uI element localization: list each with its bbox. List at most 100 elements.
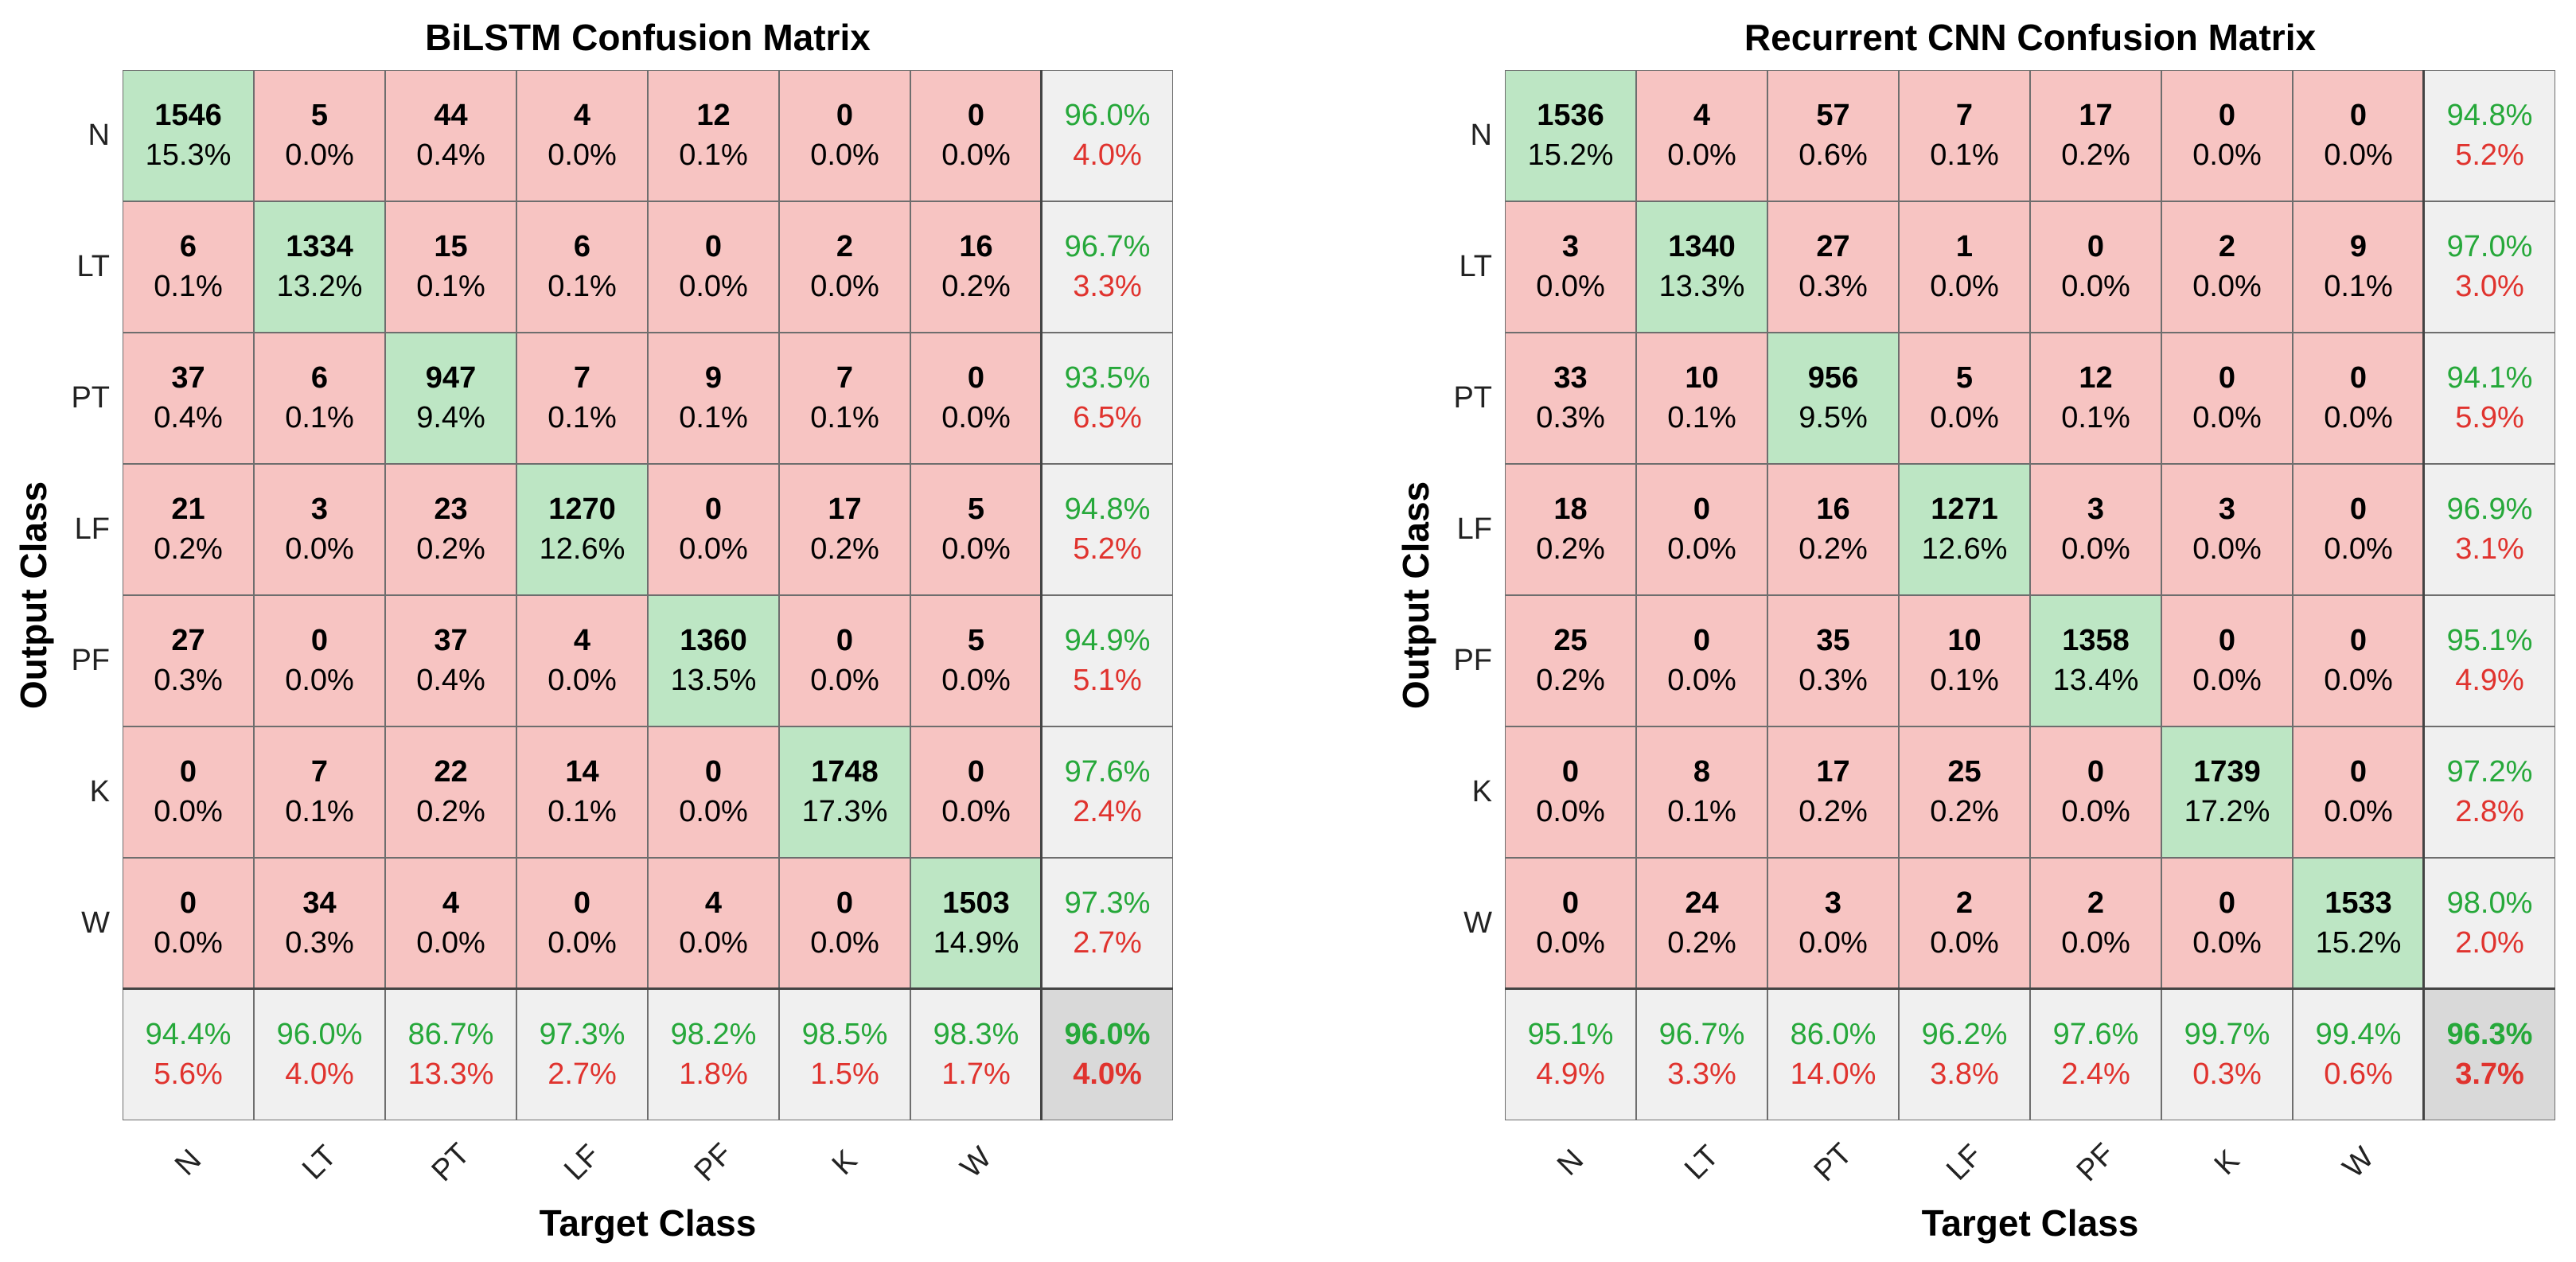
- cell-percent: 0.0%: [941, 532, 1011, 566]
- off-diagonal-cell: 0 0.0%: [2161, 858, 2293, 989]
- cell-count: 1748: [811, 755, 879, 789]
- row-error-rate: 2.7%: [1073, 925, 1142, 960]
- cell-percent: 0.2%: [1667, 925, 1736, 960]
- recurrent-cnn-confusion-matrix-panel: Recurrent CNN Confusion Matrix Output Cl…: [1382, 0, 2576, 1262]
- row-summary-cell: 94.9% 5.1%: [1042, 595, 1173, 726]
- cell-percent: 0.6%: [1799, 138, 1868, 172]
- off-diagonal-cell: 21 0.2%: [123, 464, 254, 595]
- row-error-rate: 2.8%: [2455, 794, 2524, 828]
- off-diagonal-cell: 3 0.0%: [1767, 858, 1899, 989]
- target-class-tick-label: W: [2336, 1140, 2380, 1185]
- column-error-rate: 1.8%: [679, 1057, 748, 1091]
- cell-count: 2: [2218, 230, 2236, 264]
- summary-separator-horizontal: [123, 987, 1173, 990]
- cell-count: 33: [1553, 361, 1588, 395]
- row-summary-cell: 97.3% 2.7%: [1042, 858, 1173, 989]
- column-recall: 86.0%: [1790, 1018, 1876, 1052]
- cell-count: 1271: [1931, 493, 1998, 527]
- cell-percent: 0.0%: [285, 663, 354, 697]
- diagonal-cell: 1270 12.6%: [516, 464, 648, 595]
- off-diagonal-cell: 0 0.0%: [648, 726, 779, 858]
- cell-percent: 0.0%: [2192, 138, 2262, 172]
- cell-count: 3: [310, 493, 329, 527]
- off-diagonal-cell: 27 0.3%: [123, 595, 254, 726]
- row-summary-cell: 96.7% 3.3%: [1042, 201, 1173, 333]
- cell-count: 0: [836, 886, 854, 921]
- cell-count: 1533: [2325, 886, 2392, 921]
- x-axis-label: Target Class: [1921, 1202, 2139, 1244]
- target-class-tick-label: W: [953, 1140, 998, 1185]
- off-diagonal-cell: 0 0.0%: [910, 333, 1042, 464]
- cell-percent: 0.2%: [1536, 532, 1605, 566]
- off-diagonal-cell: 0 0.0%: [1636, 464, 1767, 595]
- cell-percent: 15.2%: [2315, 925, 2402, 960]
- cell-percent: 0.0%: [810, 925, 879, 960]
- cell-count: 0: [2349, 493, 2368, 527]
- cell-count: 0: [704, 230, 723, 264]
- off-diagonal-cell: 10 0.1%: [1636, 333, 1767, 464]
- off-diagonal-cell: 0 0.0%: [1505, 726, 1636, 858]
- target-class-tick-label: PT: [1807, 1137, 1859, 1189]
- cell-percent: 0.1%: [548, 269, 617, 303]
- cell-count: 0: [2218, 624, 2236, 658]
- off-diagonal-cell: 0 0.0%: [2161, 595, 2293, 726]
- cell-percent: 0.0%: [548, 138, 617, 172]
- off-diagonal-cell: 17 0.2%: [1767, 726, 1899, 858]
- cell-count: 0: [179, 886, 197, 921]
- cell-percent: 0.3%: [1799, 269, 1868, 303]
- off-diagonal-cell: 0 0.0%: [779, 595, 910, 726]
- off-diagonal-cell: 2 0.0%: [779, 201, 910, 333]
- cell-count: 17: [828, 493, 862, 527]
- off-diagonal-cell: 0 0.0%: [123, 858, 254, 989]
- cell-percent: 0.0%: [1536, 925, 1605, 960]
- column-summary-cell: 96.0% 4.0%: [254, 989, 385, 1120]
- off-diagonal-cell: 5 0.0%: [254, 70, 385, 201]
- cell-percent: 0.0%: [1667, 138, 1736, 172]
- cell-count: 17: [1816, 755, 1850, 789]
- column-recall: 99.7%: [2184, 1018, 2270, 1052]
- cell-percent: 0.0%: [1930, 400, 1999, 434]
- cell-percent: 0.2%: [416, 794, 485, 828]
- column-error-rate: 2.4%: [2061, 1057, 2130, 1091]
- column-summary-cell: 96.2% 3.8%: [1899, 989, 2030, 1120]
- off-diagonal-cell: 33 0.3%: [1505, 333, 1636, 464]
- row-error-rate: 2.4%: [1073, 794, 1142, 828]
- off-diagonal-cell: 23 0.2%: [385, 464, 516, 595]
- off-diagonal-cell: 22 0.2%: [385, 726, 516, 858]
- cell-count: 4: [704, 886, 723, 921]
- cell-percent: 0.1%: [548, 794, 617, 828]
- target-class-tick-label: PF: [688, 1137, 739, 1189]
- row-precision: 94.8%: [1064, 493, 1151, 527]
- cell-percent: 0.0%: [548, 925, 617, 960]
- column-error-rate: 4.9%: [1536, 1057, 1605, 1091]
- cell-count: 3: [1824, 886, 1842, 921]
- cell-count: 0: [2349, 361, 2368, 395]
- cell-percent: 0.2%: [2061, 138, 2130, 172]
- cell-count: 0: [2087, 230, 2105, 264]
- row-summary-cell: 94.1% 5.9%: [2424, 333, 2555, 464]
- cell-count: 0: [967, 361, 985, 395]
- off-diagonal-cell: 7 0.1%: [254, 726, 385, 858]
- column-summary-cell: 94.4% 5.6%: [123, 989, 254, 1120]
- row-summary-cell: 97.0% 3.0%: [2424, 201, 2555, 333]
- cell-percent: 0.0%: [285, 532, 354, 566]
- off-diagonal-cell: 4 0.0%: [385, 858, 516, 989]
- row-precision: 96.9%: [2446, 493, 2533, 527]
- cell-percent: 0.3%: [154, 663, 223, 697]
- output-class-tick-label: K: [1471, 774, 1492, 808]
- cell-count: 21: [171, 493, 205, 527]
- cell-percent: 0.2%: [1799, 532, 1868, 566]
- column-recall: 98.3%: [933, 1018, 1019, 1052]
- cell-percent: 0.1%: [1930, 138, 1999, 172]
- cell-count: 27: [1816, 230, 1850, 264]
- row-error-rate: 5.2%: [2455, 138, 2524, 172]
- column-recall: 86.7%: [407, 1018, 494, 1052]
- cell-percent: 0.2%: [1536, 663, 1605, 697]
- overall-accuracy-cell: 96.0% 4.0%: [1042, 989, 1173, 1120]
- cell-percent: 0.0%: [2192, 400, 2262, 434]
- column-summary-cell: 99.4% 0.6%: [2293, 989, 2424, 1120]
- off-diagonal-cell: 0 0.0%: [2030, 726, 2161, 858]
- cell-percent: 0.0%: [941, 663, 1011, 697]
- column-recall: 99.4%: [2315, 1018, 2402, 1052]
- diagonal-cell: 1536 15.2%: [1505, 70, 1636, 201]
